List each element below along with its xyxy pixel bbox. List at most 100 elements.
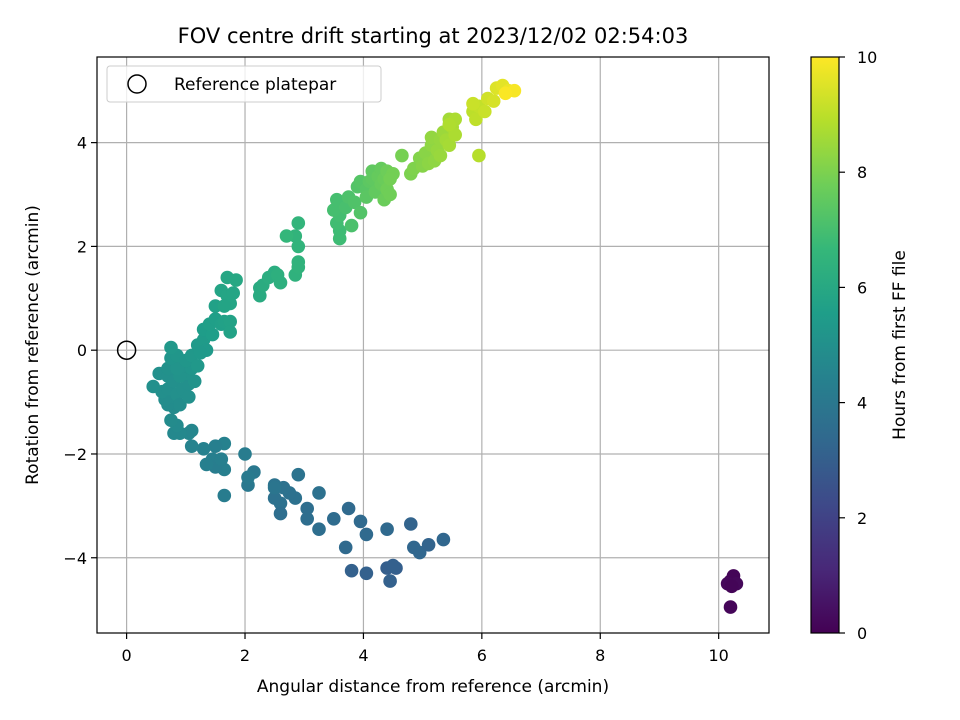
grid xyxy=(97,57,769,633)
scatter-point xyxy=(341,501,356,516)
legend-box xyxy=(106,65,382,103)
scatter-point xyxy=(208,439,223,454)
legend: Reference platepar xyxy=(106,65,382,103)
scatter-point xyxy=(187,374,202,389)
scatter-point xyxy=(190,359,205,373)
scatter-point xyxy=(353,205,368,220)
scatter-point xyxy=(238,447,252,461)
scatter-point xyxy=(344,218,359,233)
scatter-point xyxy=(146,379,160,394)
scatter-point xyxy=(214,452,229,467)
scatter-point xyxy=(486,94,501,108)
reference-platepar-marker xyxy=(116,340,137,360)
scatter-point xyxy=(300,512,315,526)
scatter-point xyxy=(383,574,397,588)
scatter-point xyxy=(205,327,220,342)
scatter-point xyxy=(300,501,315,516)
scatter-point xyxy=(327,512,341,526)
scatter-point xyxy=(330,192,344,207)
scatter-point xyxy=(229,273,243,287)
scatter-point xyxy=(217,299,232,313)
scatter-point xyxy=(223,325,237,339)
scatter-point xyxy=(338,540,353,555)
scatter-point xyxy=(448,128,463,142)
scatter-point xyxy=(466,96,480,111)
y-tick-label: −2 xyxy=(63,445,87,464)
colorbar-tick-label: 0 xyxy=(857,624,867,643)
colorbar-tick-label: 2 xyxy=(857,509,867,528)
x-tick-label: 2 xyxy=(240,646,250,665)
scatter-point xyxy=(359,527,374,542)
scatter-point xyxy=(312,522,326,536)
scatter-point xyxy=(291,216,306,230)
colorbar-tick-label: 10 xyxy=(857,48,877,67)
colorbar-tick-label: 4 xyxy=(857,394,867,413)
x-tick-label: 0 xyxy=(122,646,132,665)
x-tick-label: 10 xyxy=(708,646,728,665)
scatter-point xyxy=(164,413,178,428)
scatter-point xyxy=(442,117,457,132)
scatter-point xyxy=(412,545,427,560)
scatter-point xyxy=(273,275,288,290)
scatter-point xyxy=(724,579,739,594)
y-tick-label: 0 xyxy=(77,341,87,360)
scatter-point xyxy=(291,260,306,275)
scatter-point xyxy=(291,467,306,482)
scatter-point xyxy=(226,286,240,300)
legend-entry-label: Reference platepar xyxy=(174,75,336,95)
y-axis-label: Rotation from reference (arcmin) xyxy=(23,205,43,485)
scatter-point xyxy=(173,397,187,412)
scatter-point xyxy=(383,172,397,186)
scatter-point xyxy=(184,439,199,454)
chart-title: FOV centre drift starting at 2023/12/02 … xyxy=(178,24,689,48)
scatter-point xyxy=(347,195,362,210)
scatter-point xyxy=(421,538,436,552)
scatter-point xyxy=(182,390,196,404)
scatter-point xyxy=(273,506,288,521)
y-axis-ticks: −4 −2 0 2 4 xyxy=(63,134,97,568)
colorbar-label: Hours from first FF file xyxy=(890,250,910,440)
scatter-point xyxy=(404,517,418,531)
y-tick-label: 2 xyxy=(77,237,87,256)
scatter-point xyxy=(223,314,237,329)
y-tick-label: −4 xyxy=(63,549,87,568)
scatter-point xyxy=(344,563,359,578)
scatter-point xyxy=(279,229,294,243)
scatter-point xyxy=(472,148,486,163)
scatter-points xyxy=(146,78,744,614)
scatter-point xyxy=(442,138,457,152)
scatter-point xyxy=(312,486,326,500)
scatter-point xyxy=(267,491,282,505)
scatter-point xyxy=(359,566,374,581)
colorbar-tick-label: 6 xyxy=(857,278,867,297)
scatter-point xyxy=(433,148,448,163)
x-tick-label: 6 xyxy=(477,646,487,665)
scatter-point xyxy=(241,470,255,485)
scatter-point xyxy=(395,148,409,163)
scatter-point xyxy=(353,514,368,529)
scatter-point xyxy=(217,488,232,503)
scatter-point xyxy=(267,480,282,495)
scatter-point xyxy=(199,457,214,472)
scatter-point xyxy=(380,522,394,536)
scatter-point xyxy=(170,361,184,376)
x-axis-ticks: 0 2 4 6 8 10 xyxy=(122,633,729,665)
colorbar-tick-label: 8 xyxy=(857,163,867,182)
scatter-point xyxy=(386,558,400,573)
x-tick-label: 8 xyxy=(595,646,605,665)
legend-marker-icon xyxy=(127,74,147,94)
x-axis-label: Angular distance from reference (arcmin) xyxy=(257,677,609,697)
scatter-point xyxy=(327,203,341,217)
scatter-point xyxy=(164,340,178,355)
colorbar xyxy=(810,56,840,634)
scatter-point xyxy=(196,442,211,456)
scatter-point xyxy=(383,187,397,202)
scatter-point xyxy=(469,112,483,127)
y-tick-label: 4 xyxy=(77,134,87,153)
scatter-point xyxy=(436,532,451,547)
plot-area-frame xyxy=(96,56,770,634)
scatter-point xyxy=(193,346,208,360)
scatter-point xyxy=(723,600,738,614)
colorbar-ticks: 0 2 4 6 8 10 xyxy=(839,48,877,643)
